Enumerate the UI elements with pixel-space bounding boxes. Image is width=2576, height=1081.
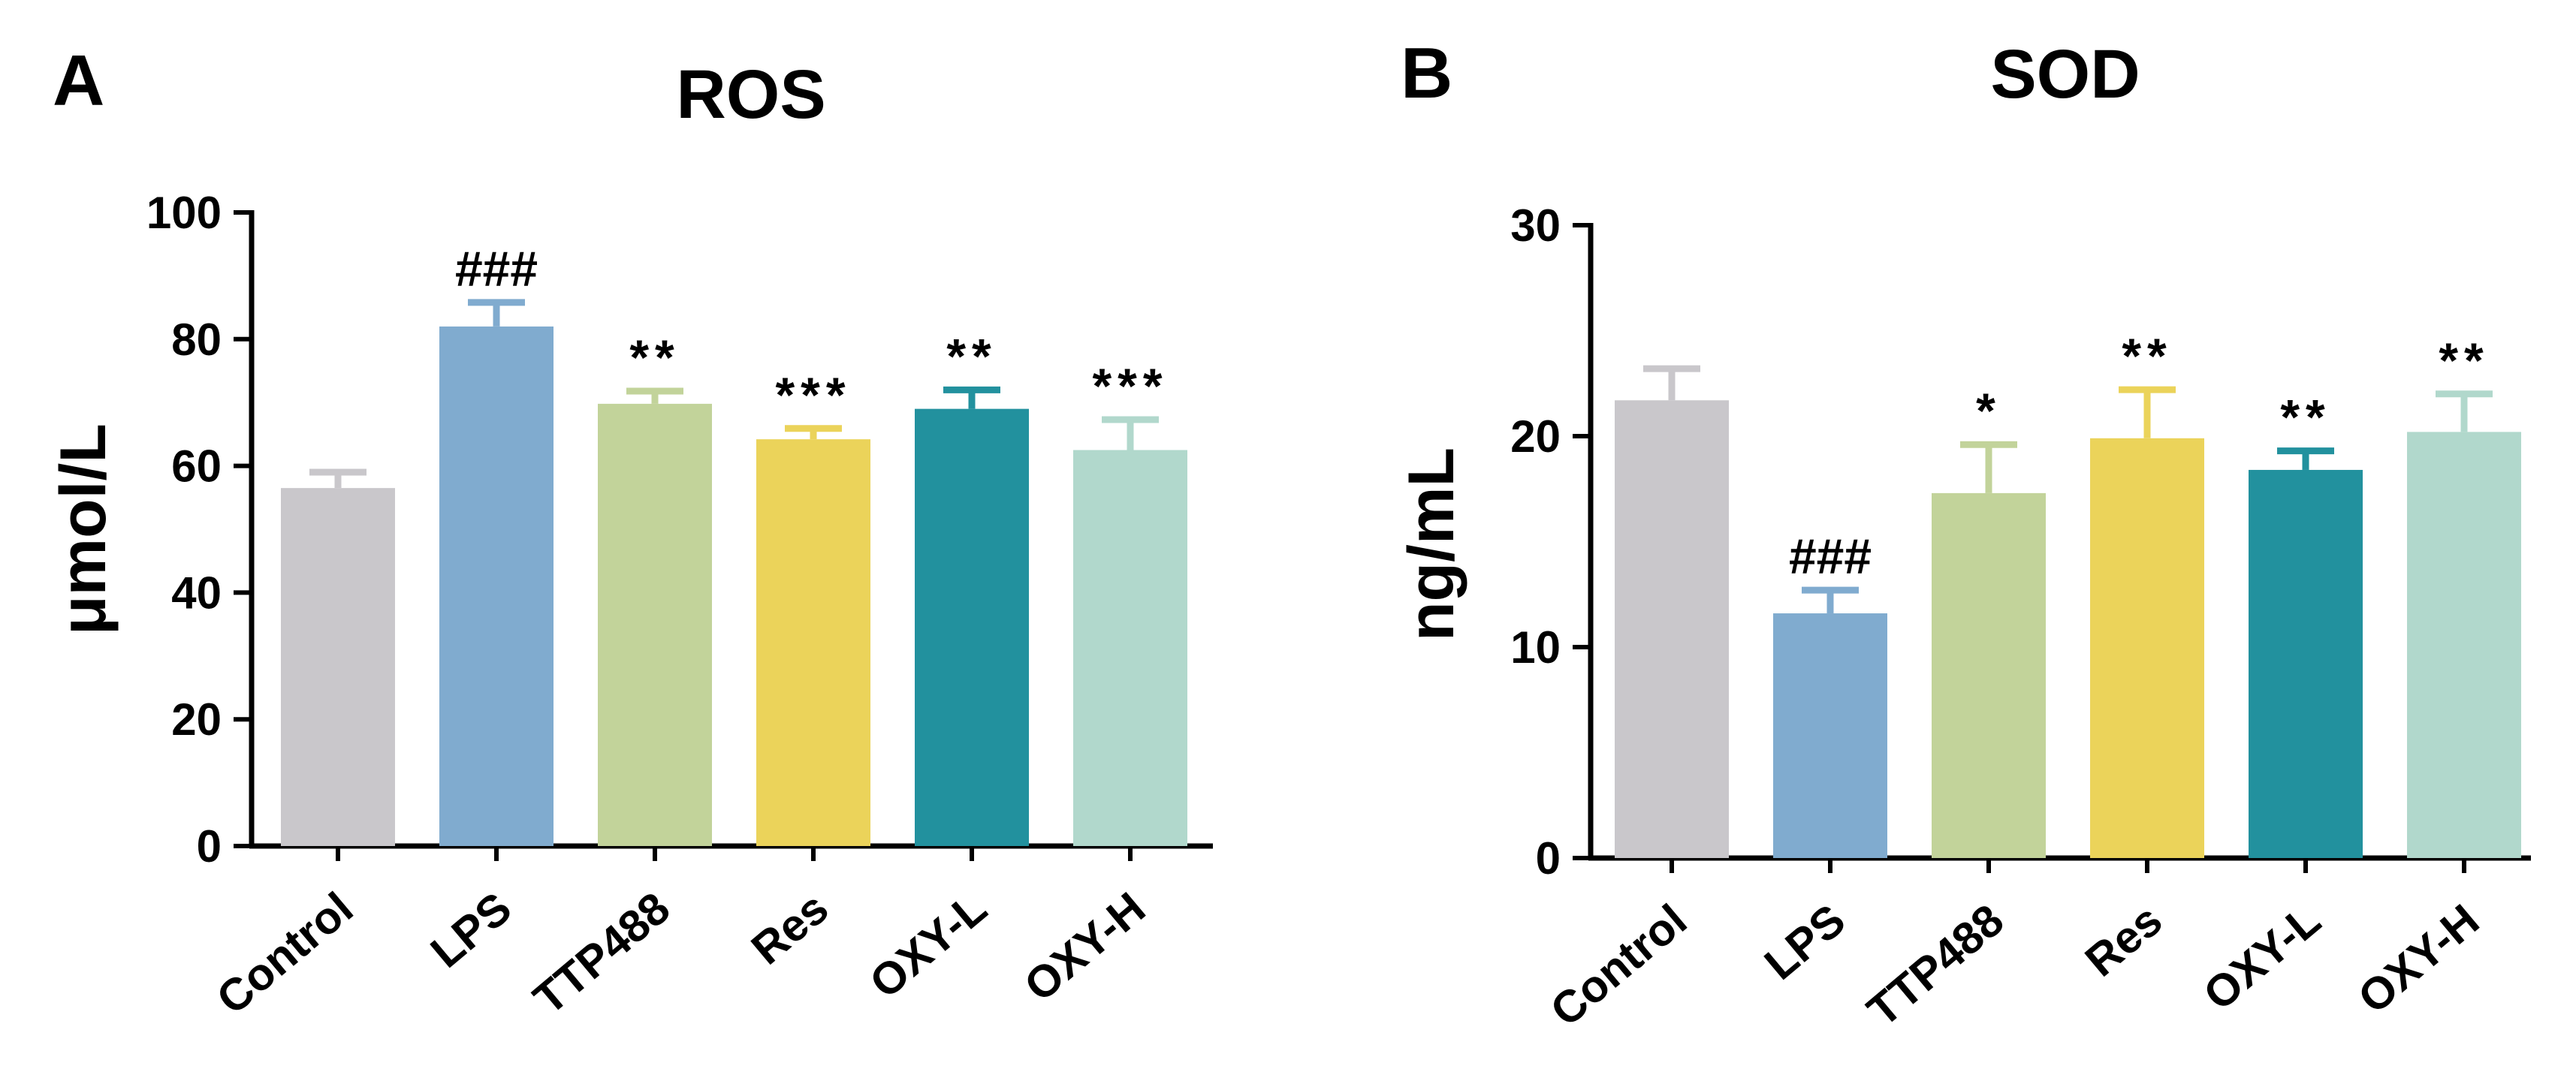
significance-annotations-sod: ###*******	[1789, 328, 2489, 584]
y-tick-label: 20	[171, 694, 222, 745]
bar-ttp488	[598, 403, 712, 846]
panel-label-b: B	[1401, 33, 1452, 113]
y-ticks-sod: 0 10 20 30	[1510, 200, 1591, 884]
significance-oxy-h: **	[2439, 333, 2489, 388]
bar-lps	[439, 326, 554, 846]
x-ticks-ros: Control LPS TTP488 Res OXY-L OXY-H	[207, 846, 1154, 1024]
bar-oxy-l	[915, 408, 1029, 846]
error-bars-sod	[1643, 365, 2493, 614]
y-axis-label-ros: μmol/L	[47, 423, 119, 635]
bar-oxy-h	[1073, 450, 1187, 846]
bar-control	[281, 488, 395, 846]
y-tick-label: 20	[1510, 411, 1561, 462]
y-axis-label-sod: ng/mL	[1395, 447, 1467, 641]
axes-ros	[249, 210, 1213, 849]
y-tick-label: 40	[171, 568, 222, 618]
chart-title-sod: SOD	[1990, 36, 2140, 113]
chart-title-ros: ROS	[676, 56, 825, 133]
significance-oxy-l: **	[2280, 390, 2330, 445]
x-tick-label-res: Res	[742, 883, 837, 974]
y-tick-label: 80	[171, 315, 222, 365]
x-tick-label-ttp488: TTP488	[524, 883, 680, 1025]
x-tick-label-oxy-l: OXY-L	[860, 883, 996, 1008]
significance-annotations-ros: ###**********	[455, 241, 1168, 423]
significance-lps: ###	[1789, 528, 1872, 584]
y-tick-label: 100	[146, 188, 222, 238]
x-tick-label-oxy-h: OXY-H	[2348, 895, 2488, 1023]
significance-res: ***	[775, 367, 851, 423]
x-tick-label-res: Res	[2076, 895, 2171, 986]
bar-oxy-h	[2407, 432, 2521, 858]
bars-sod	[1615, 400, 2521, 858]
x-tick-label-lps: LPS	[421, 883, 520, 977]
axes-sod	[1588, 223, 2531, 861]
significance-ttp488: *	[1976, 383, 2001, 438]
significance-lps: ###	[455, 241, 538, 297]
panel-label-a: A	[53, 41, 104, 121]
significance-ttp488: **	[629, 330, 680, 385]
bar-oxy-l	[2249, 469, 2363, 858]
significance-oxy-h: ***	[1092, 358, 1168, 414]
y-tick-label: 0	[197, 821, 222, 872]
y-tick-label: 0	[1536, 833, 1561, 884]
x-tick-label-lps: LPS	[1755, 895, 1854, 989]
bar-res	[2090, 438, 2204, 858]
bar-res	[756, 439, 870, 846]
y-tick-label: 30	[1510, 200, 1561, 251]
bars-ros	[281, 326, 1187, 846]
chart-panel-ros: A ROS μmol/L ###********** 020406080100 …	[47, 41, 1213, 1024]
bar-control	[1615, 400, 1729, 858]
error-bars-ros	[309, 299, 1159, 489]
significance-res: **	[2122, 328, 2172, 384]
x-tick-label-oxy-l: OXY-L	[2194, 895, 2330, 1020]
y-tick-label: 60	[171, 441, 222, 492]
x-tick-label-control: Control	[1541, 895, 1696, 1036]
x-tick-label-control: Control	[207, 883, 362, 1024]
x-tick-label-ttp488: TTP488	[1858, 895, 2013, 1037]
x-ticks-sod: Control LPS TTP488 Res OXY-L OXY-H	[1541, 858, 2488, 1036]
bar-lps	[1773, 613, 1887, 858]
x-tick-label-oxy-h: OXY-H	[1015, 883, 1154, 1011]
y-tick-label: 10	[1510, 622, 1561, 673]
significance-oxy-l: **	[946, 328, 997, 384]
bar-ttp488	[1932, 492, 2046, 858]
y-ticks-ros: 0 20 40 60 80 100	[146, 188, 252, 872]
